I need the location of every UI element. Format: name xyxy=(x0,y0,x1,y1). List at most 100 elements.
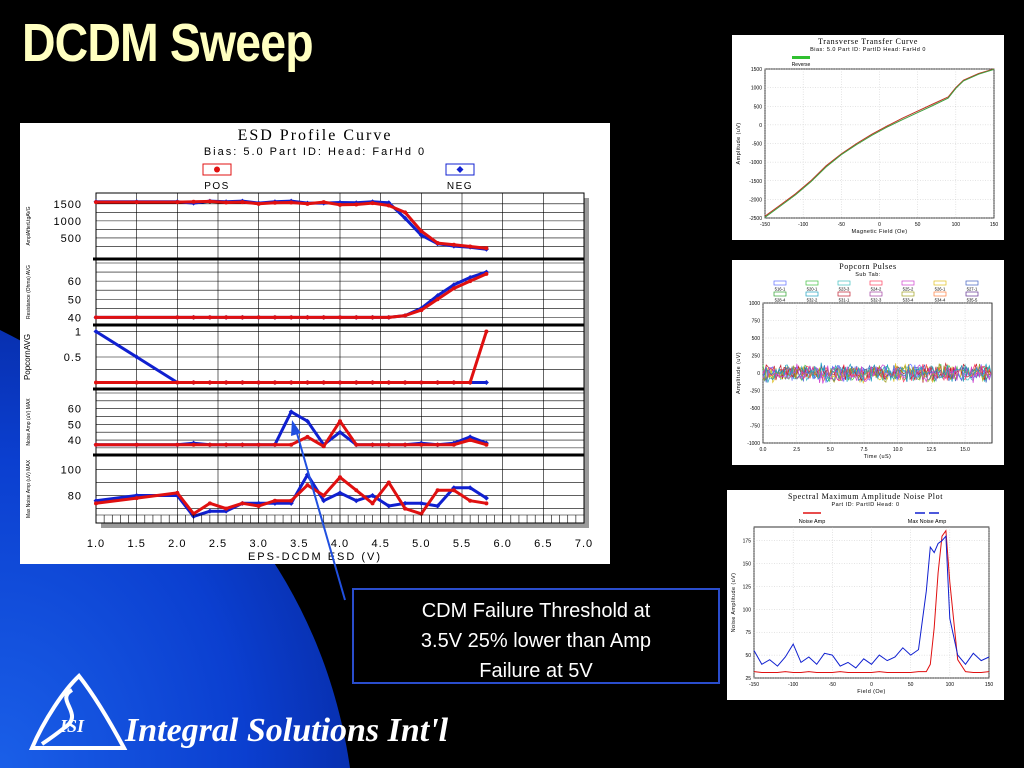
x-tick-label: 150 xyxy=(985,682,994,688)
y-tick-label: -500 xyxy=(752,142,762,148)
data-point-pos xyxy=(354,380,359,385)
y-tick-label: 750 xyxy=(752,319,761,325)
x-tick-label: -50 xyxy=(829,682,836,688)
data-point-pos xyxy=(305,201,310,206)
noise-plot-chart: Spectral Maximum Amplitude Noise Plot Par… xyxy=(727,490,1004,700)
x-tick-label: 0 xyxy=(878,222,881,228)
data-point-pos xyxy=(370,442,375,447)
data-point-pos xyxy=(321,380,326,385)
y-tick-label: 500 xyxy=(61,233,82,245)
data-point-pos xyxy=(435,380,440,385)
x-tick-label: 6.5 xyxy=(534,538,552,550)
y-tick-label: 0 xyxy=(759,123,762,129)
data-point-pos xyxy=(419,442,424,447)
data-point-pos xyxy=(191,315,196,320)
data-point-neg xyxy=(93,329,99,335)
legend-swatch xyxy=(901,280,915,286)
data-point-pos xyxy=(451,442,456,447)
company-name: Integral Solutions Int'l xyxy=(125,712,449,749)
esd-profile-chart: ESD Profile Curve Bias: 5.0 Part ID: Head… xyxy=(20,123,610,564)
series-line-pos xyxy=(96,199,487,250)
data-point-pos xyxy=(468,279,473,284)
y-axis-label: Max Noise Amp (uV) MAX xyxy=(26,459,32,518)
data-point-pos xyxy=(175,315,180,320)
data-point-pos xyxy=(484,501,489,506)
series-line-1 xyxy=(753,534,990,669)
y-tick-label: 1500 xyxy=(751,67,762,73)
x-tick-label: 50 xyxy=(915,222,921,228)
data-point-pos xyxy=(134,442,139,447)
data-point-pos xyxy=(435,297,440,302)
y-tick-label: 50 xyxy=(68,294,82,306)
data-point-pos xyxy=(484,329,489,334)
data-point-pos xyxy=(191,380,196,385)
data-point-pos xyxy=(451,488,456,493)
legend-swatch xyxy=(965,291,979,297)
y-tick-label: 40 xyxy=(68,312,82,324)
data-point-neg xyxy=(288,409,294,415)
chart-subtitle: Bias: 5.0 Part ID: PartID Head: FarHd 0 xyxy=(810,47,926,53)
legend-label: 524-2 xyxy=(871,287,882,292)
data-point-pos xyxy=(224,315,229,320)
callout-line-3: Failure at 5V xyxy=(479,660,593,682)
data-point-pos xyxy=(305,434,310,439)
data-point-pos xyxy=(256,503,261,508)
legend-label: 534-4 xyxy=(935,298,946,303)
data-point-pos xyxy=(370,201,375,206)
y-tick-label: -1000 xyxy=(749,160,762,166)
data-point-pos xyxy=(419,380,424,385)
data-point-pos xyxy=(94,200,98,205)
data-point-pos xyxy=(224,380,229,385)
y-tick-label: -750 xyxy=(750,424,760,430)
y-tick-label: 500 xyxy=(752,336,761,342)
data-point-pos xyxy=(403,210,408,215)
data-point-pos xyxy=(256,442,261,447)
y-axis-label: AmplAfterLtgAVG xyxy=(26,206,32,245)
x-axis-label: EPS-DCDM ESD (V) xyxy=(248,551,382,563)
data-point-pos xyxy=(305,315,310,320)
data-point-pos xyxy=(305,380,310,385)
x-tick-label: 7.5 xyxy=(861,447,868,453)
legend-swatch-reverse xyxy=(792,56,810,59)
logo-text: ISI xyxy=(59,716,85,736)
chart-subtitle: Sub Tab: xyxy=(855,272,881,278)
y-tick-label: 175 xyxy=(743,539,752,545)
legend-label: 523-3 xyxy=(839,287,850,292)
data-point-pos xyxy=(256,315,261,320)
data-point-pos xyxy=(94,501,98,506)
data-point-pos xyxy=(272,200,277,205)
data-point-pos xyxy=(240,200,245,205)
data-point-pos xyxy=(207,442,212,447)
data-point-pos xyxy=(386,380,391,385)
data-point-pos xyxy=(435,241,440,246)
data-point-neg xyxy=(134,354,140,360)
data-point-pos xyxy=(468,380,473,385)
legend-pos-label: POS xyxy=(204,181,230,192)
data-point-pos xyxy=(370,501,375,506)
y-tick-label: 50 xyxy=(745,653,751,659)
y-tick-label: 1 xyxy=(75,327,82,339)
data-point-pos xyxy=(403,313,408,318)
legend-label: 528-4 xyxy=(775,298,786,303)
y-tick-label: 40 xyxy=(68,435,82,447)
data-point-pos xyxy=(321,493,326,498)
legend-neg-marker xyxy=(456,166,464,173)
x-tick-label: 3.5 xyxy=(290,538,308,550)
data-point-pos xyxy=(207,380,212,385)
legend-label: 516-1 xyxy=(775,287,786,292)
data-point-neg xyxy=(483,379,489,385)
data-point-pos xyxy=(207,501,212,506)
data-point-neg xyxy=(353,498,359,504)
data-point-pos xyxy=(354,202,359,207)
data-point-neg xyxy=(467,275,473,280)
legend-neg-label: NEG xyxy=(447,181,473,192)
data-point-pos xyxy=(191,199,196,204)
x-tick-label: 100 xyxy=(952,222,961,228)
data-point-pos xyxy=(289,315,294,320)
legend-label: 527-1 xyxy=(967,287,978,292)
data-point-pos xyxy=(94,315,98,320)
data-point-pos xyxy=(386,315,391,320)
legend-swatch xyxy=(805,280,819,286)
data-point-pos xyxy=(484,442,489,447)
